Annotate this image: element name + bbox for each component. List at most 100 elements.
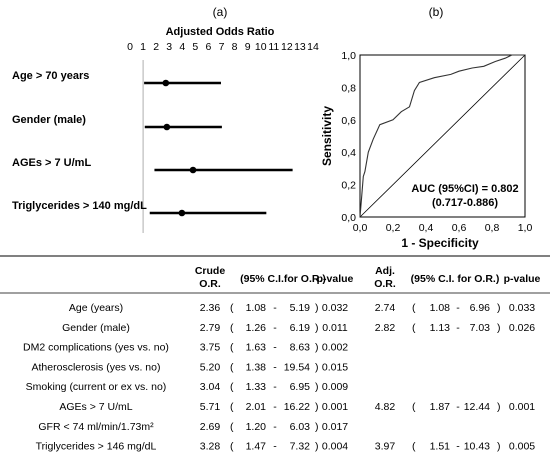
crude-ci-lower: 2.01 bbox=[246, 401, 267, 413]
header-crude-line2: O.R. bbox=[199, 278, 221, 290]
adj-p-value: 0.001 bbox=[509, 401, 535, 413]
crude-or: 3.75 bbox=[200, 342, 221, 354]
adj-ci-lower: 1.87 bbox=[430, 401, 451, 413]
ci-dash: - bbox=[273, 401, 277, 413]
forest-tick-label: 1 bbox=[140, 41, 146, 53]
roc-x-axis-label: 1 - Specificity bbox=[401, 236, 479, 250]
forest-tick-label: 13 bbox=[294, 41, 306, 53]
roc-plot-frame bbox=[359, 54, 526, 218]
crude-ci-lower: 1.38 bbox=[246, 361, 267, 373]
roc-x-tick-label: 0,6 bbox=[452, 222, 467, 234]
crude-p-value: 0.001 bbox=[322, 401, 348, 413]
crude-ci-upper: 7.32 bbox=[290, 441, 311, 453]
crude-ci-lower: 1.08 bbox=[246, 302, 267, 314]
header-p-adj: p-value bbox=[504, 273, 541, 285]
ci-open-paren: ( bbox=[230, 342, 234, 354]
adj-ci-lower: 1.08 bbox=[430, 302, 451, 314]
header-adj-line1: Adj. bbox=[375, 265, 395, 277]
forest-tick-label: 10 bbox=[255, 41, 267, 53]
forest-tick-label: 14 bbox=[307, 41, 319, 53]
row-label: GFR < 74 ml/min/1.73m² bbox=[38, 421, 154, 433]
ci-dash: - bbox=[273, 441, 277, 453]
crude-ci-upper: 5.19 bbox=[290, 302, 311, 314]
header-ci-crude: (95% C.I.for O.R.) bbox=[240, 273, 326, 285]
adj-ci-dash: - bbox=[456, 302, 460, 314]
forest-tick-label: 4 bbox=[179, 41, 185, 53]
ci-open-paren: ( bbox=[230, 322, 234, 334]
row-label: Age (years) bbox=[69, 302, 123, 314]
table-row: Atherosclerosis (yes vs. no) 5.20 (1.38-19… bbox=[32, 361, 349, 373]
adj-ci-dash: - bbox=[456, 441, 460, 453]
forest-tick-label: 8 bbox=[232, 41, 238, 53]
roc-plot: 0,0 0,2 0,4 0,6 0,8 1,0 0,0 0,2 0,4 0,6 0,8 1,0 Se… bbox=[320, 50, 532, 250]
crude-p-value: 0.009 bbox=[322, 381, 348, 393]
crude-ci-upper: 6.19 bbox=[290, 322, 311, 334]
adj-ci-upper: 12.44 bbox=[464, 401, 490, 413]
ci-close-paren: ) bbox=[315, 381, 319, 393]
ci-open-paren: ( bbox=[230, 421, 234, 433]
roc-y-tick-labels: 0,0 0,2 0,4 0,6 0,8 1,0 bbox=[341, 50, 356, 224]
forest-category-label: Triglycerides > 140 mg/dL bbox=[12, 200, 147, 212]
row-label: Triglycerides > 146 mg/dL bbox=[36, 441, 157, 453]
forest-tick-labels: 0 1 2 3 4 5 6 7 8 9 10 11 12 13 14 bbox=[127, 41, 319, 53]
roc-y-tick-label: 0,2 bbox=[341, 180, 356, 192]
ci-open-paren: ( bbox=[230, 361, 234, 373]
adj-or: 2.74 bbox=[375, 302, 396, 314]
roc-x-tick-label: 0,2 bbox=[386, 222, 401, 234]
crude-p-value: 0.032 bbox=[322, 302, 348, 314]
crude-or: 5.20 bbox=[200, 361, 221, 373]
table-body: Age (years) 2.36(1.08-5.19) 0.032 2.74(1.08… bbox=[23, 302, 535, 453]
roc-y-tick-label: 0,4 bbox=[341, 147, 356, 159]
forest-tick-label: 11 bbox=[268, 41, 279, 53]
table-row: AGEs > 7 U/mL 5.71(2.01-16.22) 0.001 4.82(1… bbox=[59, 401, 535, 413]
crude-ci-lower: 1.20 bbox=[246, 421, 267, 433]
row-label: Atherosclerosis (yes vs. no) bbox=[32, 361, 161, 373]
forest-tick-label: 0 bbox=[127, 41, 133, 53]
roc-y-axis-label: Sensitivity bbox=[320, 106, 334, 166]
crude-ci-upper: 8.63 bbox=[290, 342, 311, 354]
table-header: Crude O.R. (95% C.I.for O.R.) p-value Ad… bbox=[195, 265, 541, 290]
roc-y-tick-label: 1,0 bbox=[341, 50, 356, 62]
adj-ci-open-paren: ( bbox=[412, 322, 416, 334]
adj-ci-lower: 1.51 bbox=[430, 441, 451, 453]
crude-ci-lower: 1.47 bbox=[246, 441, 267, 453]
ci-close-paren: ) bbox=[315, 342, 319, 354]
forest-point-estimate bbox=[163, 123, 171, 131]
forest-tick-label: 2 bbox=[153, 41, 159, 53]
header-crude-line1: Crude bbox=[195, 265, 225, 277]
crude-p-value: 0.002 bbox=[322, 342, 348, 354]
adj-ci-dash: - bbox=[456, 322, 460, 334]
crude-p-value: 0.017 bbox=[322, 421, 348, 433]
adj-p-value: 0.033 bbox=[509, 302, 535, 314]
ci-dash: - bbox=[273, 421, 277, 433]
ci-dash: - bbox=[273, 361, 277, 373]
forest-tick-label: 6 bbox=[206, 41, 212, 53]
row-label: DM2 complications (yes vs. no) bbox=[23, 342, 169, 354]
roc-diagonal bbox=[359, 54, 526, 218]
forest-category-label: Age > 70 years bbox=[12, 70, 89, 82]
adj-or: 2.82 bbox=[375, 322, 396, 334]
roc-x-tick-label: 0,4 bbox=[419, 222, 434, 234]
table-row: GFR < 74 ml/min/1.73m² 2.69 (1.20- 6.03) 0.0… bbox=[38, 421, 348, 433]
ci-open-paren: ( bbox=[230, 381, 234, 393]
header-adj-line2: O.R. bbox=[374, 278, 396, 290]
crude-p-value: 0.004 bbox=[322, 441, 348, 453]
ci-dash: - bbox=[273, 322, 277, 334]
roc-x-tick-label: 1,0 bbox=[518, 222, 533, 234]
crude-ci-lower: 1.63 bbox=[246, 342, 267, 354]
crude-ci-upper: 6.03 bbox=[290, 421, 311, 433]
adj-ci-open-paren: ( bbox=[412, 302, 416, 314]
adj-p-value: 0.026 bbox=[509, 322, 535, 334]
adj-ci-close-paren: ) bbox=[497, 322, 501, 334]
forest-tick-label: 5 bbox=[192, 41, 198, 53]
forest-point-estimate bbox=[178, 209, 186, 217]
crude-ci-upper: 16.22 bbox=[284, 401, 310, 413]
table-row: Gender (male) 2.79(1.26-6.19) 0.011 2.82(1.… bbox=[62, 322, 535, 334]
ci-dash: - bbox=[273, 302, 277, 314]
table-row: DM2 complications (yes vs. no) 3.75 (1.63-… bbox=[23, 342, 348, 354]
ci-dash: - bbox=[273, 381, 277, 393]
forest-plot: Adjusted Odds Ratio 0 1 2 3 4 5 6 7 8 9 10 11 12 13 14… bbox=[12, 26, 319, 233]
row-label: Gender (male) bbox=[62, 322, 130, 334]
ci-close-paren: ) bbox=[315, 322, 319, 334]
